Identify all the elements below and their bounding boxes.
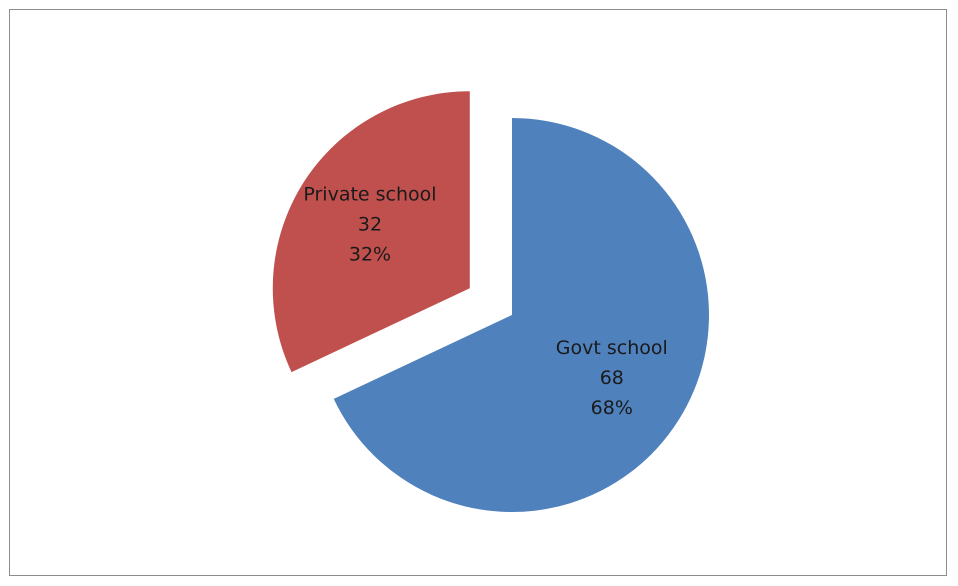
pie-slice-govt-school: [333, 118, 710, 512]
data-label-private-school-name: Private school: [303, 183, 436, 205]
data-label-govt-school-name: Govt school: [556, 337, 668, 359]
pie-slice-private-school: [272, 91, 470, 373]
data-label-govt-school-percent: 68%: [591, 397, 633, 419]
data-label-private-school-percent: 32%: [349, 243, 391, 265]
data-label-govt-school-value: 68: [600, 367, 624, 389]
data-label-private-school-value: 32: [358, 213, 382, 235]
